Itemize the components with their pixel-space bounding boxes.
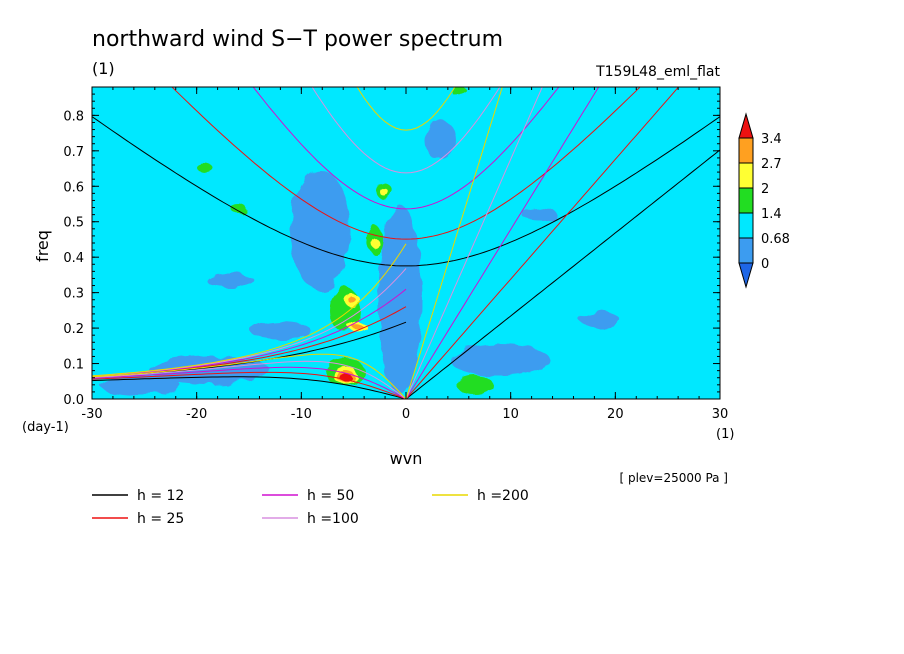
colorbar-segment (738, 212, 754, 239)
y-tick-label: 0.2 (63, 322, 84, 337)
y-tick-label: 0.6 (63, 180, 84, 195)
x-tick-label: -10 (291, 407, 312, 422)
legend: h = 12 h = 25 h = 50 h =100 h =200 (92, 488, 529, 527)
inertia-gravity-curve (356, 87, 456, 131)
y-tick-label: 0.8 (63, 109, 84, 124)
high-power-region (371, 238, 379, 248)
rossby-wave-curve (92, 353, 407, 399)
x-axis: -30 -20 -10 0 10 20 30 (81, 87, 728, 422)
y-axis: 0.0 0.1 0.2 0.3 0.4 0.5 0.6 0.7 0.8 (63, 93, 720, 408)
x-tick-label: 10 (502, 407, 519, 422)
low-power-region (250, 320, 310, 340)
x-units-label: (1) (716, 427, 734, 442)
inertia-gravity-curve (171, 87, 641, 240)
x-axis-label: wvn (390, 449, 423, 468)
medium-power-region (452, 88, 468, 96)
x-tick-label: 30 (712, 407, 729, 422)
colorbar-level-label: 3.4 (761, 132, 782, 147)
colorbar-level-label: 2 (761, 182, 769, 197)
colorbar-segment (738, 187, 754, 214)
legend-label: h =100 (307, 511, 359, 527)
medium-power-region (457, 375, 493, 395)
x-tick-label: -30 (81, 407, 102, 422)
y-tick-label: 0.7 (63, 145, 84, 160)
legend-label: h = 12 (137, 488, 184, 504)
colorbar: 0 0.68 1.4 2 2.7 3.4 (738, 112, 790, 289)
colorbar-segment (738, 137, 754, 164)
colorbar-level-label: 0 (761, 257, 769, 272)
colorbar-max-triangle (738, 112, 754, 139)
mrg-wave-curve (92, 243, 407, 377)
x-tick-label: 0 (402, 407, 410, 422)
medium-power-region (197, 164, 213, 172)
colorbar-level-label: 1.4 (761, 207, 782, 222)
y-axis-label: freq (33, 230, 52, 262)
low-power-region (522, 209, 558, 221)
dispersion-curves (92, 87, 720, 399)
rossby-wave-curve (92, 376, 407, 399)
inertia-gravity-curve (311, 87, 501, 174)
case-label: T159L48_eml_flat (595, 64, 720, 80)
legend-label: h = 50 (307, 488, 354, 504)
rossby-wave-curve (92, 366, 407, 399)
legend-label: h = 25 (137, 511, 184, 527)
chart-title: northward wind S−T power spectrum (92, 27, 503, 52)
rossby-wave-curve (92, 371, 407, 399)
kelvin-wave-curve (405, 149, 720, 399)
peak-region (348, 297, 356, 303)
units-label: (1) (92, 59, 115, 78)
y-tick-label: 0.1 (63, 358, 84, 373)
low-power-region (450, 344, 550, 376)
low-power-region (378, 205, 422, 395)
high-power-region (381, 189, 389, 197)
colorbar-level-label: 2.7 (761, 157, 782, 172)
peak-region (353, 324, 363, 330)
x-tick-label: 20 (607, 407, 624, 422)
low-power-region (290, 170, 350, 290)
y-units-label: (day-1) (22, 420, 69, 435)
colorbar-min-triangle (738, 262, 754, 289)
y-tick-label: 0.5 (63, 216, 84, 231)
plot-area: -30 -20 -10 0 10 20 30 0.00.10.20.30.40.50.60.… (63, 86, 728, 422)
colorbar-segment (738, 237, 754, 264)
kelvin-wave-curve (405, 87, 503, 399)
inertia-gravity-curve (92, 116, 720, 267)
low-power-region (206, 273, 254, 287)
kelvin-wave-curve (405, 87, 600, 399)
y-tick-label: 0.3 (63, 287, 84, 302)
low-power-region (424, 120, 456, 160)
pressure-level-note: [ plev=25000 Pa ] (619, 471, 728, 485)
legend-label: h =200 (477, 488, 529, 504)
low-power-region (580, 312, 620, 328)
x-tick-label: -20 (186, 407, 207, 422)
y-tick-label: 0.4 (63, 251, 84, 266)
y-tick-label: 0.0 (63, 393, 84, 408)
inertia-gravity-curve (252, 87, 560, 210)
medium-power-region (232, 206, 248, 214)
rossby-wave-curve (92, 360, 407, 399)
colorbar-segment (738, 162, 754, 189)
colorbar-level-label: 0.68 (761, 232, 790, 247)
kelvin-wave-curve (405, 87, 680, 399)
kelvin-wave-curve (405, 87, 543, 399)
